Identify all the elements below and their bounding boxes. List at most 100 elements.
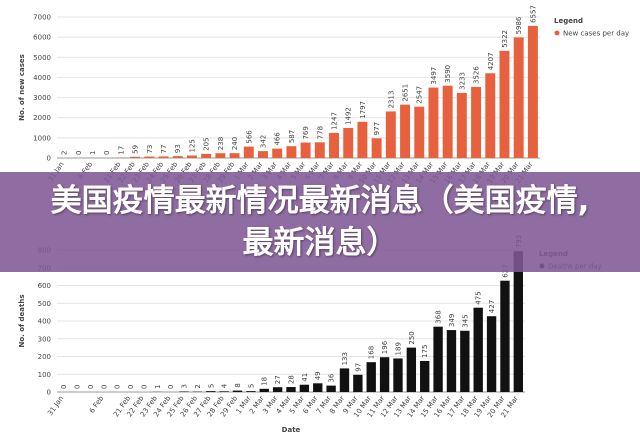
bar xyxy=(329,132,339,158)
value-label: 368 xyxy=(435,310,443,323)
bar xyxy=(379,357,390,392)
value-label: 475 xyxy=(475,291,483,304)
value-label: 36 xyxy=(328,373,336,382)
value-label: 125 xyxy=(188,139,196,152)
value-label: 73 xyxy=(146,145,154,154)
bar xyxy=(357,121,368,158)
bar xyxy=(366,362,376,392)
value-label: 41 xyxy=(301,373,309,382)
bar xyxy=(314,142,325,158)
bar xyxy=(339,368,350,392)
y-tick-label: 1000 xyxy=(33,134,51,142)
bar xyxy=(144,156,155,158)
bar xyxy=(206,391,216,392)
bar xyxy=(471,86,482,158)
value-label: 2 xyxy=(194,384,202,388)
value-label: 1 xyxy=(89,151,97,155)
value-label: 1 xyxy=(154,384,162,388)
value-label: 5986 xyxy=(515,16,523,34)
y-tick-label: 200 xyxy=(38,353,51,361)
value-label: 345 xyxy=(461,314,469,327)
bar xyxy=(158,156,169,158)
bar xyxy=(179,391,189,392)
bar xyxy=(186,155,197,158)
bar xyxy=(258,151,268,158)
value-label: 2 xyxy=(61,150,69,154)
bar xyxy=(414,106,425,158)
bar xyxy=(353,374,363,392)
value-label: 240 xyxy=(231,137,239,150)
bar xyxy=(343,127,354,158)
legend-label: New cases per day xyxy=(563,30,629,38)
y-tick-label: 0 xyxy=(47,389,51,397)
y-tick-label: 6000 xyxy=(33,34,51,42)
value-label: 97 xyxy=(354,363,362,372)
value-label: 3233 xyxy=(458,72,466,90)
value-label: 1797 xyxy=(359,101,367,119)
bar xyxy=(172,156,183,158)
value-label: 0 xyxy=(87,385,95,389)
bar xyxy=(400,104,411,158)
bar xyxy=(219,391,229,392)
y-tick-label: 600 xyxy=(38,282,51,290)
bar xyxy=(130,156,141,158)
legend-swatch xyxy=(554,30,560,36)
bar xyxy=(229,153,240,158)
value-label: 93 xyxy=(174,144,182,153)
bar xyxy=(371,138,382,158)
value-label: 769 xyxy=(302,126,310,139)
y-axis-label: No. of deaths xyxy=(18,294,26,347)
bar xyxy=(246,391,256,392)
bar xyxy=(485,73,496,158)
bar xyxy=(486,316,497,392)
value-label: 2651 xyxy=(402,84,410,102)
y-tick-label: 4000 xyxy=(33,74,51,82)
value-label: 168 xyxy=(368,346,376,359)
value-label: 3526 xyxy=(473,66,481,84)
bar xyxy=(420,360,430,392)
bar xyxy=(201,153,212,158)
bar xyxy=(286,387,296,392)
value-label: 17 xyxy=(117,146,125,155)
banner: 美国疫情最新情况最新消息（美国疫情,最新消息） xyxy=(0,172,640,272)
legend-title: Legend xyxy=(554,17,583,25)
value-label: 2313 xyxy=(387,91,395,109)
bar xyxy=(286,146,297,158)
bar xyxy=(272,148,283,158)
value-label: 977 xyxy=(373,122,381,135)
bar xyxy=(393,358,403,392)
banner-title: 美国疫情最新情况最新消息（美国疫情,最新消息） xyxy=(50,183,590,261)
value-label: 8 xyxy=(234,383,242,387)
x-axis-label: Date xyxy=(282,426,301,434)
value-label: 3590 xyxy=(444,65,452,83)
value-label: 566 xyxy=(245,130,253,144)
bar xyxy=(433,326,443,392)
bar xyxy=(473,307,483,392)
value-label: 3497 xyxy=(430,67,438,85)
bar xyxy=(243,146,254,158)
value-label: 342 xyxy=(259,135,267,148)
bar xyxy=(513,37,524,158)
y-tick-label: 100 xyxy=(38,371,51,379)
bar xyxy=(385,111,396,158)
value-label: 5 xyxy=(207,384,215,388)
bar xyxy=(446,330,457,392)
bar xyxy=(527,25,538,159)
value-label: 5 xyxy=(247,384,255,388)
value-label: 427 xyxy=(488,300,496,313)
x-tick-label: 6 Feb xyxy=(88,394,106,415)
bar xyxy=(313,383,323,392)
value-label: 4207 xyxy=(487,52,495,70)
y-axis-label: No. of new cases xyxy=(18,54,26,121)
bar xyxy=(326,385,336,392)
value-label: 0 xyxy=(75,151,83,155)
value-label: 189 xyxy=(394,342,402,355)
value-label: 0 xyxy=(140,385,148,389)
y-tick-label: 3000 xyxy=(33,94,51,102)
value-label: 2547 xyxy=(416,86,424,104)
bar xyxy=(456,92,467,158)
value-label: 18 xyxy=(261,377,269,386)
x-tick-label: 31 Jan xyxy=(46,395,65,418)
y-tick-label: 400 xyxy=(38,318,51,326)
